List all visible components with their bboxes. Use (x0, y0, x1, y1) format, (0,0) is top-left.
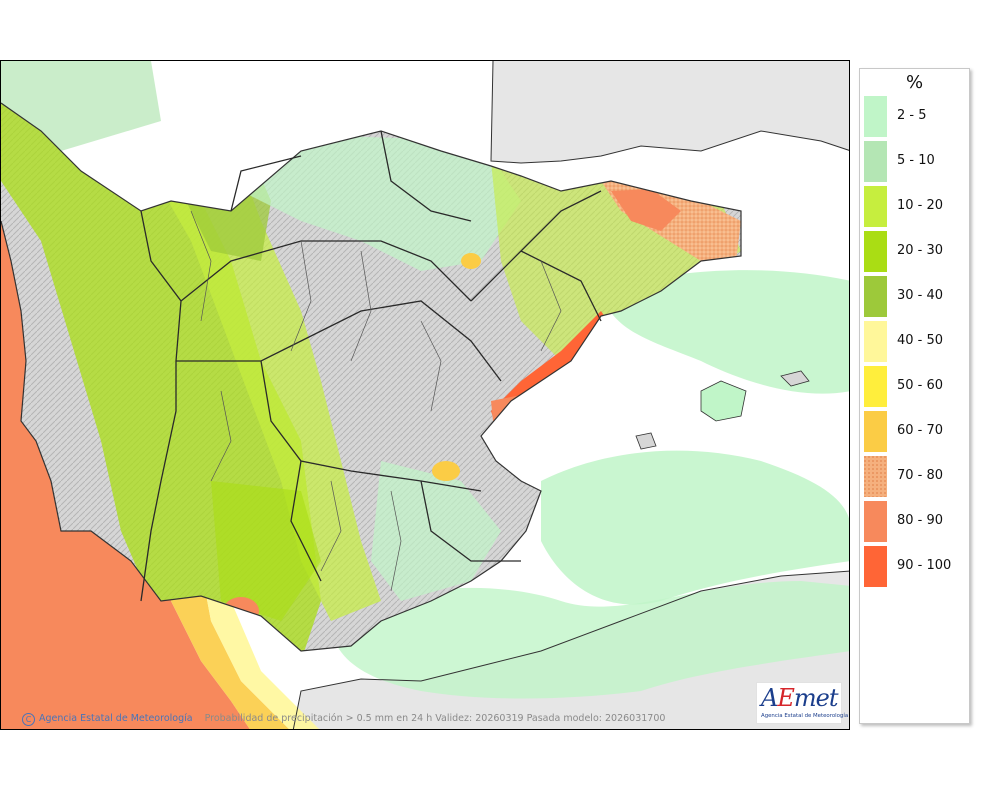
legend-swatch (864, 546, 887, 587)
precipitation-map (0, 60, 850, 730)
legend-item: 2 - 5 (864, 92, 968, 137)
legend-label: 40 - 50 (897, 333, 944, 348)
sea-precip-cantabric (1, 61, 161, 151)
legend-title: % (905, 72, 924, 93)
legend-item: 10 - 20 (864, 182, 968, 227)
legend-item: 20 - 30 (864, 227, 968, 272)
peninsula-coastline (1, 102, 742, 652)
copyright-icon: C (22, 713, 35, 726)
legend-swatch (864, 186, 887, 227)
legend-label: 10 - 20 (897, 198, 944, 213)
caption-text: Probabilidad de precipitación > 0.5 mm e… (204, 713, 666, 724)
legend-item: 40 - 50 (864, 317, 968, 362)
legend-swatch (864, 231, 887, 272)
legend-swatch (864, 366, 887, 407)
legend-item: 70 - 80 (864, 452, 968, 497)
precip-zone-guadalquivir-20-30 (211, 481, 321, 621)
precip-spot-2 (461, 253, 481, 269)
legend-item: 90 - 100 (864, 542, 968, 587)
legend-label: 70 - 80 (897, 468, 944, 483)
province-borders (190, 210, 562, 592)
legend: % 2 - 5 5 - 10 10 - 20 20 - 30 30 - 40 4… (859, 68, 970, 724)
sea-precip-mediterranean (601, 270, 849, 394)
legend-label: 50 - 60 (897, 378, 944, 393)
sea-precip-alboran (331, 581, 849, 699)
legend-label: 20 - 30 (897, 243, 944, 258)
france-coastline (490, 61, 849, 164)
agency-name: Agencia Estatal de Meteorología (39, 713, 193, 724)
aemet-logo: AEmet Agencia Estatal de Meteorología (756, 682, 848, 724)
legend-item: 30 - 40 (864, 272, 968, 317)
legend-item: 80 - 90 (864, 497, 968, 542)
legend-swatch (864, 141, 887, 182)
mallorca-island (700, 380, 747, 422)
legend-label: 90 - 100 (897, 558, 952, 573)
legend-item: 60 - 70 (864, 407, 968, 452)
precip-spot-1 (432, 461, 460, 481)
legend-swatch (864, 411, 887, 452)
legend-swatch (864, 501, 887, 542)
map-caption: C Agencia Estatal de Meteorología Probabil… (22, 713, 665, 726)
precip-zone-southeast-2-5 (371, 461, 501, 601)
legend-item: 5 - 10 (864, 137, 968, 182)
legend-label: 80 - 90 (897, 513, 944, 528)
legend-swatch (864, 96, 887, 137)
france-land (491, 61, 849, 163)
legend-swatch (864, 276, 887, 317)
legend-swatch (864, 456, 887, 497)
menorca-island (780, 370, 810, 387)
legend-label: 2 - 5 (897, 108, 927, 123)
precip-zone-center-10-20 (121, 121, 381, 621)
legend-label: 60 - 70 (897, 423, 944, 438)
africa-coastline (292, 570, 849, 729)
region-borders (140, 130, 602, 602)
legend-item: 50 - 60 (864, 362, 968, 407)
legend-label: 30 - 40 (897, 288, 944, 303)
ibiza-island (635, 432, 657, 450)
sea-precip-balearic (541, 450, 849, 605)
precip-zone-pyrenees-80-90 (611, 189, 681, 231)
legend-swatch (864, 321, 887, 362)
legend-label: 5 - 10 (897, 153, 935, 168)
